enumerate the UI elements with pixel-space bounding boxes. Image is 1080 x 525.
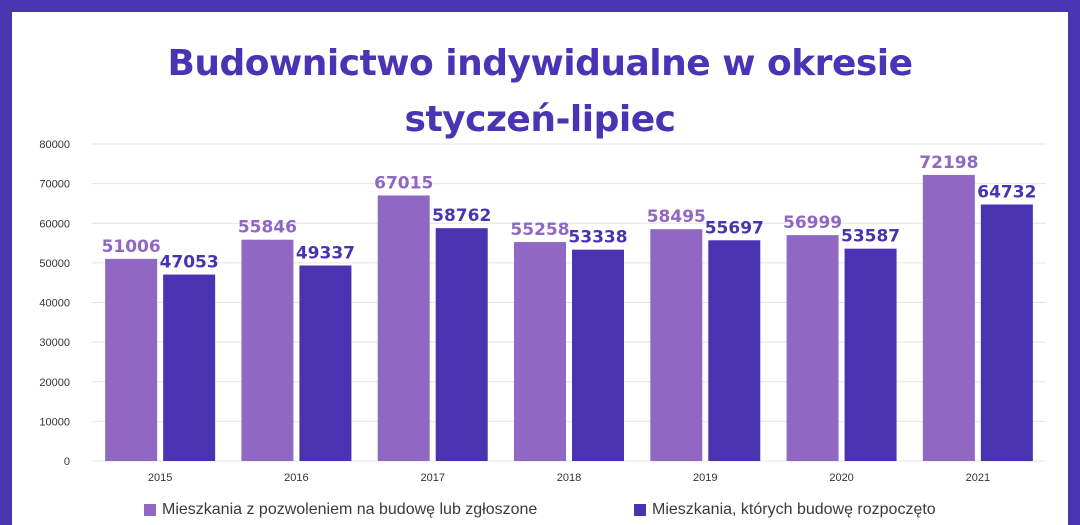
chart-frame: Budownictwo indywidualne w okresie stycz… <box>12 12 1068 525</box>
x-tick-label: 2016 <box>284 472 308 484</box>
chart-legend: Mieszkania z pozwoleniem na budowę lub z… <box>12 498 1068 522</box>
y-tick-label: 30000 <box>39 337 70 349</box>
data-label-permits: 72198 <box>919 153 978 173</box>
data-label-permits: 67015 <box>374 173 433 193</box>
x-tick-label: 2021 <box>966 472 990 484</box>
data-label-permits: 51006 <box>102 237 161 257</box>
y-tick-label: 80000 <box>39 139 70 151</box>
bar-permits <box>514 242 566 461</box>
data-label-permits: 55258 <box>510 220 569 240</box>
bar-permits <box>786 235 839 461</box>
y-tick-label: 10000 <box>39 416 70 428</box>
y-tick-label: 20000 <box>39 377 70 389</box>
data-label-started: 53587 <box>841 227 900 247</box>
x-tick-label: 2017 <box>420 472 444 484</box>
data-label-started: 64732 <box>977 182 1036 202</box>
bar-started <box>980 204 1033 461</box>
chart-title-line-1: Budownictwo indywidualne w okresie <box>167 43 913 84</box>
bar-started <box>572 249 624 461</box>
bar-permits <box>105 258 158 461</box>
data-label-permits: 56999 <box>783 213 842 233</box>
bar-permits <box>650 229 703 461</box>
data-label-started: 53338 <box>568 228 627 248</box>
legend-label-started: Mieszkania, których budowę rozpoczęto <box>652 501 936 518</box>
legend-swatch-started <box>634 504 646 516</box>
y-tick-label: 0 <box>64 456 70 468</box>
x-tick-label: 2018 <box>557 472 581 484</box>
bar-started <box>299 265 352 461</box>
data-label-started: 49337 <box>296 244 355 264</box>
y-tick-label: 60000 <box>39 218 70 230</box>
legend-item-started: Mieszkania, których budowę rozpoczęto <box>634 498 936 522</box>
bar-started <box>708 240 761 461</box>
bar-permits <box>377 195 430 461</box>
x-tick-label: 2015 <box>148 472 172 484</box>
legend-label-permits: Mieszkania z pozwoleniem na budowę lub z… <box>162 501 538 518</box>
bar-started <box>435 228 488 461</box>
x-tick-label: 2019 <box>693 472 717 484</box>
chart-title: Budownictwo indywidualne w okresie stycz… <box>12 36 1068 148</box>
legend-item-permits: Mieszkania z pozwoleniem na budowę lub z… <box>144 498 537 522</box>
y-tick-label: 40000 <box>39 298 70 310</box>
bar-chart: 0 10000 20000 30000 40000 50000 60000 70000 8000… <box>39 139 1046 484</box>
data-label-started: 58762 <box>432 206 491 226</box>
legend-swatch-permits <box>144 504 156 516</box>
chart-title-line-2: styczeń-lipiec <box>404 99 676 140</box>
data-label-permits: 58495 <box>647 207 706 227</box>
bar-started <box>163 274 216 461</box>
bar-permits <box>922 174 975 462</box>
data-label-started: 55697 <box>705 218 764 238</box>
x-tick-label: 2020 <box>829 472 853 484</box>
data-label-permits: 55846 <box>238 218 297 238</box>
y-tick-label: 70000 <box>39 179 70 191</box>
data-label-started: 47053 <box>160 253 219 273</box>
bar-started <box>844 248 897 461</box>
bar-permits <box>241 239 294 461</box>
y-tick-label: 50000 <box>39 258 70 270</box>
